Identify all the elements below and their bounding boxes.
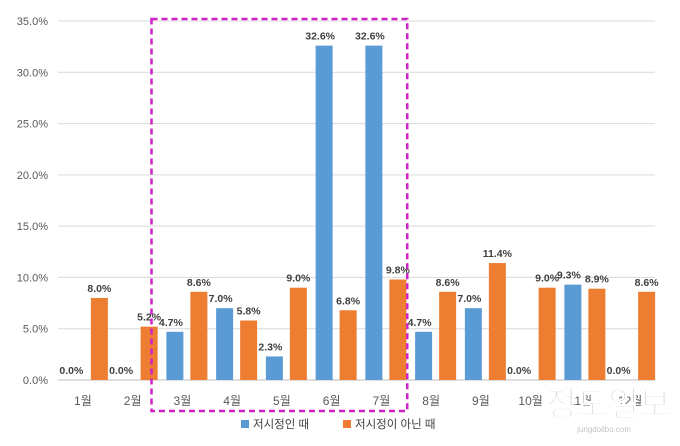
bar-normal-visibility (389, 279, 407, 380)
x-tick-label: 11월 (569, 394, 593, 408)
y-tick-label: 10.0% (17, 272, 48, 284)
data-label: 9.3% (557, 270, 582, 282)
bar-normal-visibility (588, 288, 606, 380)
data-label: 8.6% (635, 277, 660, 289)
watermark-subtext: jungdoilbo.com (576, 425, 631, 434)
x-tick-label: 10월 (518, 394, 542, 408)
x-axis: 1월 2월 3월 4월 5월 6월 7월 8월 9월 10월 11월 12월 (74, 394, 642, 408)
bar-normal-visibility (339, 310, 357, 380)
bar-normal-visibility (638, 291, 656, 380)
y-tick-label: 25.0% (17, 119, 48, 131)
legend-swatch (343, 420, 351, 428)
watermark-text: 정도일보 (545, 386, 670, 424)
y-axis: 0.0% 5.0% 10.0% 15.0% 20.0% 25.0% 30.0% 35.0% (17, 16, 48, 387)
data-label: 0.0% (59, 365, 84, 377)
bar-low-visibility (216, 308, 234, 380)
bar-normal-visibility (190, 291, 208, 380)
bar-low-visibility (365, 45, 383, 381)
y-tick-label: 20.0% (17, 170, 48, 182)
data-label: 11.4% (483, 248, 513, 260)
y-tick-label: 5.0% (23, 324, 48, 336)
bar-normal-visibility (90, 297, 108, 380)
highlight-box (150, 17, 409, 413)
legend-label: 저시정인 때 (253, 418, 309, 431)
bar-low-visibility (464, 308, 482, 380)
bars (90, 45, 656, 381)
y-tick-label: 15.0% (17, 221, 48, 233)
data-label: 9.8% (386, 264, 411, 276)
legend-label: 저시정이 아닌 때 (355, 418, 435, 431)
data-label: 0.0% (109, 365, 134, 377)
data-label: 4.7% (159, 317, 184, 329)
data-label: 5.8% (237, 306, 262, 318)
data-label: 0.0% (507, 365, 532, 377)
x-tick-label: 9월 (472, 394, 490, 408)
bar-low-visibility (415, 331, 433, 380)
data-label: 8.6% (187, 277, 212, 289)
data-label: 32.6% (355, 31, 385, 43)
data-label: 8.0% (87, 283, 112, 295)
y-tick-label: 35.0% (17, 16, 48, 28)
legend: 저시정인 때 저시정이 아닌 때 (241, 418, 435, 431)
data-label: 32.6% (305, 31, 335, 43)
x-tick-label: 4월 (223, 394, 241, 408)
x-tick-label: 2월 (124, 394, 142, 408)
data-label: 9.0% (286, 273, 311, 285)
data-label: 9.0% (535, 273, 560, 285)
x-tick-label: 12월 (618, 394, 642, 408)
data-label: 0.0% (607, 365, 632, 377)
data-label: 7.0% (457, 293, 482, 305)
x-tick-label: 5월 (273, 394, 291, 408)
data-labels: 0.0%8.0%0.0%5.2%4.7%8.6%7.0%5.8%2.3%9.0%… (59, 31, 659, 377)
data-label: 4.7% (408, 317, 433, 329)
y-tick-label: 0.0% (23, 375, 48, 387)
highlight-rect (150, 17, 409, 413)
bar-low-visibility (315, 45, 333, 381)
bar-normal-visibility (538, 287, 556, 380)
bar-normal-visibility (140, 326, 158, 380)
data-label: 6.8% (336, 295, 361, 307)
bar-normal-visibility (240, 320, 258, 380)
bar-low-visibility (564, 284, 582, 380)
data-label: 7.0% (209, 293, 234, 305)
bar-low-visibility (166, 331, 184, 380)
x-tick-label: 3월 (174, 394, 192, 408)
data-label: 8.9% (585, 274, 610, 286)
x-tick-label: 1월 (74, 394, 92, 408)
legend-swatch (241, 420, 249, 428)
bar-normal-visibility (439, 291, 457, 380)
bar-low-visibility (265, 356, 283, 380)
x-tick-label: 8월 (422, 394, 440, 408)
bar-normal-visibility (488, 263, 506, 380)
x-tick-label: 7월 (373, 394, 391, 408)
data-label: 5.2% (137, 312, 162, 324)
data-label: 8.6% (436, 277, 461, 289)
data-label: 2.3% (258, 341, 283, 353)
x-tick-label: 6월 (323, 394, 341, 408)
y-tick-label: 30.0% (17, 67, 48, 79)
bar-normal-visibility (289, 287, 307, 380)
